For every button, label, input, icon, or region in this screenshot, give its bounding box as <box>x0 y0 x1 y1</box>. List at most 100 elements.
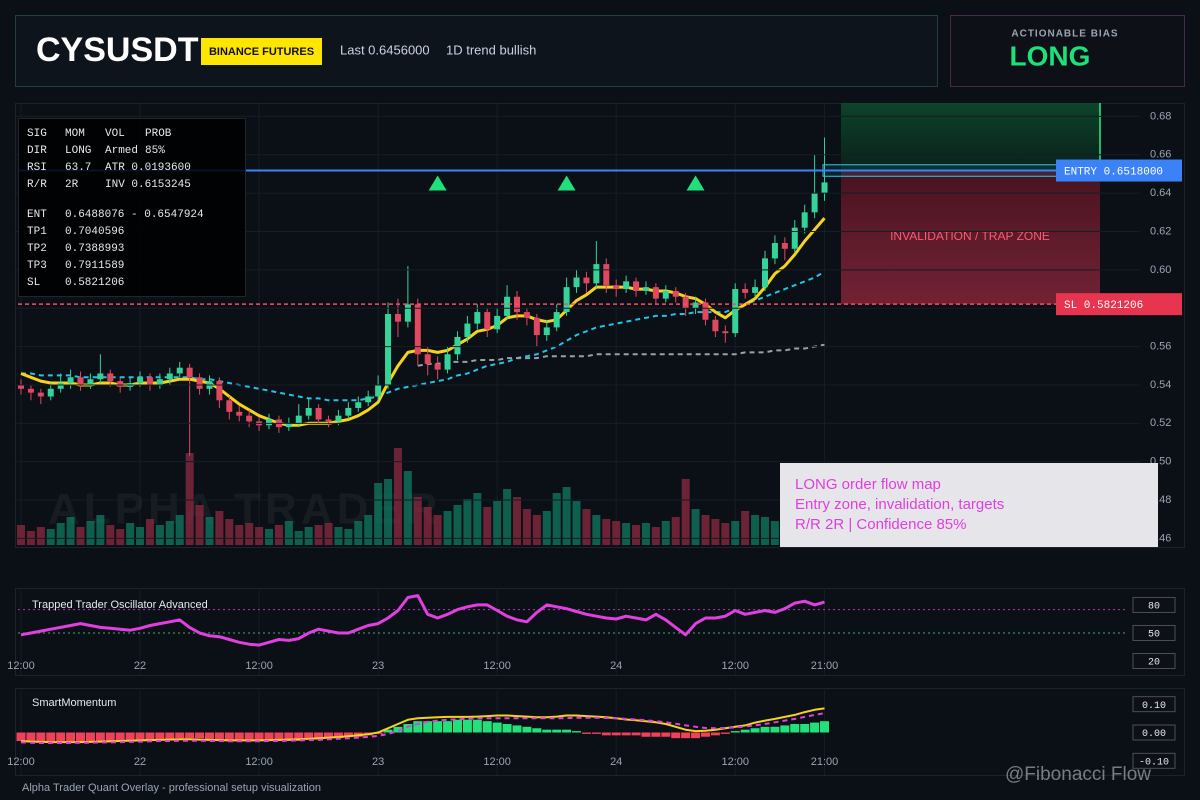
candle-body <box>603 264 610 286</box>
volume-bar <box>423 507 432 545</box>
price-tag <box>1056 159 1182 182</box>
momentum-bar <box>770 726 780 733</box>
momentum-bar <box>234 732 244 741</box>
momentum-bar <box>85 732 95 743</box>
candle-body <box>166 373 173 380</box>
note-box <box>780 463 1158 547</box>
volume-bar <box>304 527 313 545</box>
momentum-chart: 12:00 22 12:00 23 12:00 24 12:00 21:00 SmartMome… <box>7 690 1176 775</box>
volume-bar <box>572 501 581 545</box>
momentum-bar <box>492 722 502 733</box>
y-tick-label: 0.52 <box>1150 417 1171 429</box>
candle-body <box>434 363 441 370</box>
candle-body <box>27 388 34 393</box>
candle-body <box>464 323 471 338</box>
info-panel <box>18 118 246 297</box>
candle-body <box>18 384 24 389</box>
momentum-bar <box>423 721 433 733</box>
candle-body <box>762 258 768 288</box>
momentum-bar <box>800 724 810 733</box>
momentum-bar <box>155 732 165 740</box>
momentum-bar <box>542 729 552 733</box>
panel-title: SmartMomentum <box>32 697 116 709</box>
y-tick-label: -0.10 <box>1139 757 1169 768</box>
candle-body <box>305 407 312 416</box>
x-tick-label: 12:00 <box>245 660 273 672</box>
x-tick-label: 23 <box>372 756 384 768</box>
x-tick-label: 12:00 <box>7 756 35 768</box>
volume-bar <box>155 525 164 545</box>
x-tick-label: 12:00 <box>721 660 749 672</box>
info-text: 0.5821206 <box>65 277 124 289</box>
momentum-bar <box>254 732 264 741</box>
momentum-bar <box>284 732 294 741</box>
price-tag-label: ENTRY 0.6518000 <box>1064 166 1163 178</box>
volume-bar <box>374 483 383 545</box>
candle-body <box>424 354 431 364</box>
momentum-bar <box>740 729 750 733</box>
volume-bar <box>76 527 85 545</box>
momentum-bar <box>274 732 284 741</box>
momentum-bar <box>175 732 185 739</box>
momentum-bar <box>621 732 631 736</box>
momentum-bar <box>522 726 532 733</box>
volume-bar <box>741 511 750 545</box>
volume-bar <box>334 527 343 545</box>
info-text: 85% <box>145 145 165 157</box>
candle-body <box>365 396 372 403</box>
momentum-bar <box>36 732 46 741</box>
momentum-bar <box>512 725 522 733</box>
info-text: DIR <box>27 145 47 157</box>
volume-bar <box>731 521 740 545</box>
candle-body <box>682 296 689 309</box>
candle-body <box>553 312 560 328</box>
volume-bar <box>175 515 184 545</box>
volume-bar <box>721 523 730 545</box>
volume-bar <box>17 525 25 545</box>
x-tick-label: 12:00 <box>245 756 273 768</box>
y-tick-box <box>1132 696 1176 713</box>
volume-bar <box>225 519 234 545</box>
momentum-bar <box>720 732 730 734</box>
candle-body <box>117 381 124 387</box>
volume-bar <box>503 489 512 545</box>
volume-bar <box>701 515 710 545</box>
candle-body <box>355 402 362 408</box>
momentum-bar <box>433 721 443 733</box>
last-price: Last 0.6456000 <box>340 42 430 57</box>
momentum-bar <box>572 731 582 733</box>
y-tick-box <box>1132 596 1176 613</box>
note-text: LONG order flow map <box>795 476 941 493</box>
volume-bar <box>552 493 561 545</box>
candle-body <box>454 337 461 355</box>
info-text: INV 0.6153245 <box>105 179 191 191</box>
candle-body <box>266 419 272 426</box>
header-box <box>15 15 938 87</box>
candle-body <box>523 312 530 318</box>
momentum-bar <box>601 732 611 736</box>
volume-bar <box>86 521 95 545</box>
candle-body <box>712 319 719 332</box>
volume-bar <box>463 499 472 545</box>
momentum-bar <box>333 732 343 739</box>
momentum-bar <box>581 732 591 734</box>
volume-bar <box>612 521 621 545</box>
volume-bar <box>592 515 601 545</box>
candle-body <box>801 212 808 228</box>
candle-body <box>752 287 759 293</box>
price-tag <box>1056 293 1182 316</box>
momentum-bar <box>294 732 304 741</box>
volume-bar <box>314 525 323 545</box>
momentum-bar <box>482 721 492 733</box>
info-text: 0.7388993 <box>65 243 124 255</box>
momentum-bar <box>343 732 353 737</box>
momentum-bar <box>393 726 403 733</box>
info-text: 2R <box>65 179 79 191</box>
credit: @Fibonacci Flow <box>1005 764 1151 785</box>
candle-body <box>494 315 501 330</box>
info-text: ATR 0.0193600 <box>105 162 191 174</box>
y-tick-label: 80 <box>1148 602 1160 613</box>
candle-body <box>146 377 153 385</box>
candle-body <box>613 285 620 290</box>
